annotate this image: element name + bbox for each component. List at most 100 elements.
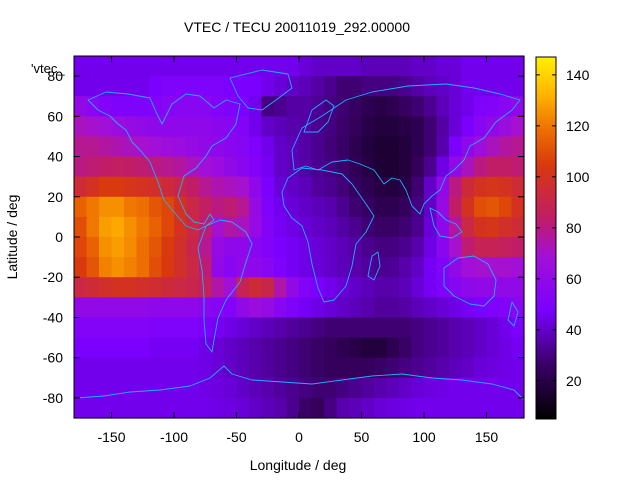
heatmap-cell bbox=[361, 357, 375, 379]
heatmap-cell bbox=[436, 196, 450, 218]
heatmap-cell bbox=[224, 337, 238, 359]
heatmap-cell bbox=[336, 116, 350, 138]
heatmap-cell bbox=[211, 317, 225, 339]
heatmap-cell bbox=[461, 317, 475, 339]
coastline-madagascar bbox=[367, 251, 381, 281]
heatmap-cell bbox=[324, 337, 338, 359]
heatmap-cell bbox=[174, 96, 188, 117]
heatmap-cell bbox=[211, 156, 225, 178]
heatmap-cell bbox=[336, 196, 350, 218]
heatmap-cell bbox=[74, 277, 88, 298]
heatmap-cell bbox=[74, 317, 88, 339]
heatmap-cell bbox=[386, 116, 400, 138]
heatmap-cell bbox=[211, 196, 225, 218]
heatmap-cell bbox=[399, 377, 413, 399]
heatmap-cell bbox=[274, 357, 288, 379]
heatmap-cell bbox=[361, 297, 375, 319]
heatmap-cell bbox=[249, 297, 263, 319]
heatmap-cell bbox=[211, 116, 225, 138]
heatmap-cell bbox=[74, 337, 88, 359]
heatmap-cell bbox=[111, 317, 125, 339]
heatmap-cell bbox=[424, 337, 438, 359]
heatmap-cell bbox=[236, 337, 250, 359]
heatmap-cell bbox=[311, 96, 325, 117]
heatmap-cell bbox=[236, 297, 250, 319]
heatmap-cell bbox=[174, 196, 188, 218]
heatmap-cell bbox=[486, 257, 500, 278]
heatmap-cell bbox=[411, 176, 425, 198]
heatmap-cell bbox=[399, 277, 413, 298]
coastline-southeast-asia bbox=[429, 207, 463, 239]
heatmap-cell bbox=[199, 96, 213, 117]
heatmap-cell bbox=[136, 377, 150, 399]
heatmap-cell bbox=[211, 377, 225, 399]
heatmap-cell bbox=[449, 397, 463, 419]
heatmap-cell bbox=[261, 377, 275, 399]
heatmap-cell bbox=[199, 196, 213, 218]
heatmap-cell bbox=[324, 237, 338, 258]
heatmap-cell bbox=[411, 337, 425, 359]
heatmap-cell bbox=[274, 156, 288, 178]
heatmap-cell bbox=[274, 257, 288, 278]
heatmap-cell bbox=[336, 76, 350, 97]
heatmap-cell bbox=[436, 176, 450, 198]
heatmap-cell bbox=[511, 56, 525, 77]
heatmap-cell bbox=[436, 337, 450, 359]
heatmap-cell bbox=[349, 377, 363, 399]
tick-label: 80 bbox=[47, 68, 63, 84]
heatmap-cell bbox=[111, 337, 125, 359]
heatmap-cell bbox=[399, 156, 413, 178]
heatmap-cell bbox=[186, 56, 200, 77]
heatmap-cell bbox=[74, 297, 88, 319]
heatmap-cell bbox=[124, 76, 138, 97]
heatmap-cell bbox=[136, 96, 150, 117]
y-axis-ticks: -80 -60 -40 -20 0 20 40 60 80 bbox=[43, 68, 524, 406]
heatmap-cell bbox=[361, 116, 375, 138]
heatmap-cell bbox=[249, 136, 263, 158]
heatmap-cell bbox=[486, 277, 500, 298]
heatmap-cell bbox=[486, 377, 500, 399]
heatmap-cell bbox=[224, 56, 238, 77]
heatmap-cell bbox=[499, 136, 513, 158]
heatmap-cell bbox=[111, 397, 125, 419]
heatmap-cell bbox=[349, 76, 363, 97]
heatmap-cell bbox=[461, 257, 475, 278]
heatmap-cell bbox=[349, 156, 363, 178]
heatmap-cell bbox=[186, 297, 200, 319]
heatmap-cell bbox=[374, 297, 388, 319]
heatmap-cell bbox=[161, 397, 175, 419]
heatmap-cell bbox=[511, 377, 525, 399]
heatmap-cell bbox=[424, 176, 438, 198]
heatmap-cell bbox=[449, 56, 463, 77]
heatmap-cell bbox=[261, 56, 275, 77]
heatmap-cell bbox=[324, 176, 338, 198]
heatmap-cell bbox=[74, 116, 88, 138]
heatmap-cell bbox=[174, 397, 188, 419]
heatmap-cell bbox=[111, 237, 125, 258]
heatmap-cell bbox=[111, 297, 125, 319]
heatmap-cell bbox=[199, 337, 213, 359]
heatmap-cell bbox=[236, 56, 250, 77]
heatmap-cell bbox=[349, 397, 363, 419]
heatmap-cell bbox=[499, 397, 513, 419]
heatmap-cell bbox=[324, 357, 338, 379]
heatmap-cell bbox=[411, 317, 425, 339]
heatmap-cell bbox=[174, 277, 188, 298]
heatmap-cell bbox=[324, 136, 338, 158]
heatmap-cell bbox=[124, 56, 138, 77]
heatmap-cell bbox=[249, 317, 263, 339]
heatmap-cell bbox=[74, 257, 88, 278]
heatmap-cell bbox=[311, 56, 325, 77]
heatmap-cell bbox=[161, 297, 175, 319]
heatmap-cell bbox=[399, 116, 413, 138]
heatmap-cell bbox=[136, 337, 150, 359]
heatmap-cell bbox=[461, 337, 475, 359]
heatmap-cell bbox=[399, 237, 413, 258]
heatmap-cell bbox=[299, 277, 313, 298]
tick-label: 0 bbox=[295, 429, 303, 445]
heatmap-cell bbox=[436, 237, 450, 258]
heatmap-cell bbox=[386, 216, 400, 238]
heatmap-cell bbox=[499, 156, 513, 178]
heatmap-cell bbox=[436, 397, 450, 419]
